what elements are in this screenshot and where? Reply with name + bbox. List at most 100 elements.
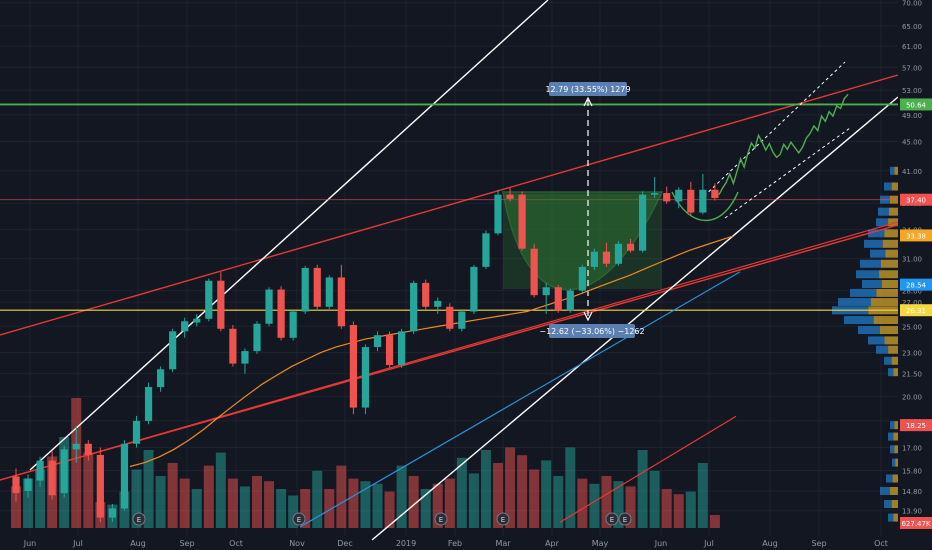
earnings-marker [434, 512, 448, 526]
profile-bar-up [884, 356, 892, 365]
profile-bar-up [880, 487, 890, 495]
volume-bar [179, 478, 190, 528]
volume-bar [456, 457, 467, 528]
profile-bar-up [884, 500, 892, 509]
candlesticks [12, 93, 849, 523]
profile-bar-down [894, 166, 898, 175]
time-axis[interactable]: Jun Jul Aug Sep Oct Nov Dec 2019 Feb Mar Apr May Jun… [23, 539, 888, 548]
volume-bar [553, 476, 564, 528]
volume-bar [565, 447, 576, 528]
candle-body [241, 351, 249, 364]
profile-bar-up [890, 421, 895, 430]
candle-body [578, 266, 586, 291]
volume-bar [372, 483, 383, 528]
earnings-marker-label: E [297, 516, 301, 524]
volume-bar [203, 465, 214, 528]
volume-bar [541, 460, 552, 528]
earnings-marker [618, 512, 632, 526]
profile-bar-down [880, 259, 898, 268]
volume-bar [649, 470, 660, 528]
price-axis-label: 13.90 [902, 508, 922, 516]
profile-bar-down [885, 249, 898, 258]
time-axis-label: Oct [874, 539, 888, 548]
price-tag [900, 229, 932, 242]
measure-arrow-down [583, 311, 593, 322]
candle-body [518, 194, 526, 249]
volume-bar [360, 481, 371, 528]
volume-bar [167, 463, 178, 528]
candle-body [687, 189, 695, 213]
candle-body [434, 300, 442, 307]
annotations: 12.79 (33.55%) 1279 −12.62 (−33.06%) −126… [132, 82, 645, 526]
volume-bar [673, 494, 684, 528]
candle-body [193, 318, 201, 323]
candle-body [614, 243, 623, 264]
profile-bar-up [862, 279, 882, 288]
profile-bar-up [888, 368, 894, 377]
price-tag-text: 627.47K [901, 520, 930, 528]
candle-body [313, 267, 321, 307]
time-axis-label: Feb [448, 539, 462, 548]
profile-bar-up [886, 474, 893, 483]
volume-bar [191, 489, 202, 528]
earnings-marker-label: E [439, 516, 443, 524]
candle-body [398, 331, 406, 366]
profile-bar-down [895, 458, 898, 467]
daily-price-line [718, 93, 849, 196]
time-axis-label: Apr [545, 539, 560, 548]
price-axis-panel[interactable] [898, 0, 932, 550]
candle-body [24, 478, 32, 491]
volume-bar [408, 476, 419, 528]
candle-body [144, 387, 153, 421]
white-channel-lower [371, 96, 899, 541]
profile-bar-up [876, 218, 889, 227]
candle-body [699, 189, 707, 213]
candle-body [157, 369, 165, 388]
candle-body [566, 290, 574, 311]
volume-bar [264, 481, 275, 528]
volume-bar [613, 481, 624, 528]
profile-bar-up [844, 316, 874, 325]
profile-bar-up [838, 298, 871, 307]
profile-bar-up [864, 239, 883, 248]
profile-bar-down [889, 207, 898, 216]
time-axis-label: Sep [179, 539, 194, 548]
volume-bar [312, 470, 323, 528]
measure-label-text: −12.62 (−33.06%) −1262 [539, 327, 644, 336]
profile-bar-down [871, 298, 898, 307]
price-tag-text: 28.54 [906, 282, 927, 290]
profile-bar-down [894, 445, 898, 454]
candle-body [349, 325, 357, 408]
candle-body [482, 233, 490, 267]
volume-profile [832, 166, 898, 522]
price-tag [900, 304, 932, 317]
earnings-marker [605, 512, 619, 526]
profile-bar-down [873, 316, 898, 325]
volume-bar [480, 450, 491, 528]
profile-bar-down [884, 229, 898, 238]
price-axis-label: 14.80 [902, 488, 922, 496]
volume-bars [11, 398, 720, 528]
volume-bar [396, 465, 407, 528]
profile-bar-down [882, 239, 898, 248]
volume-bar [83, 452, 94, 528]
profile-bar-down [891, 356, 898, 365]
price-tag-text: 37.40 [906, 197, 926, 205]
volume-bar [384, 491, 395, 528]
handle-shape [671, 191, 739, 221]
candle-body [361, 347, 370, 408]
profile-bar-down [891, 500, 898, 509]
volume-bar [35, 469, 46, 528]
profile-bar-up [850, 288, 877, 297]
volume-bar [709, 515, 720, 528]
profile-bar-down [876, 288, 898, 297]
profile-bar-up [858, 326, 880, 335]
candle-body [554, 287, 562, 311]
candle-body [132, 420, 141, 444]
price-axis-label: 17.00 [902, 444, 922, 452]
price-tag [900, 98, 932, 111]
profile-bar-up [856, 270, 880, 279]
volume-bar [601, 476, 612, 528]
candle-body [385, 335, 394, 366]
